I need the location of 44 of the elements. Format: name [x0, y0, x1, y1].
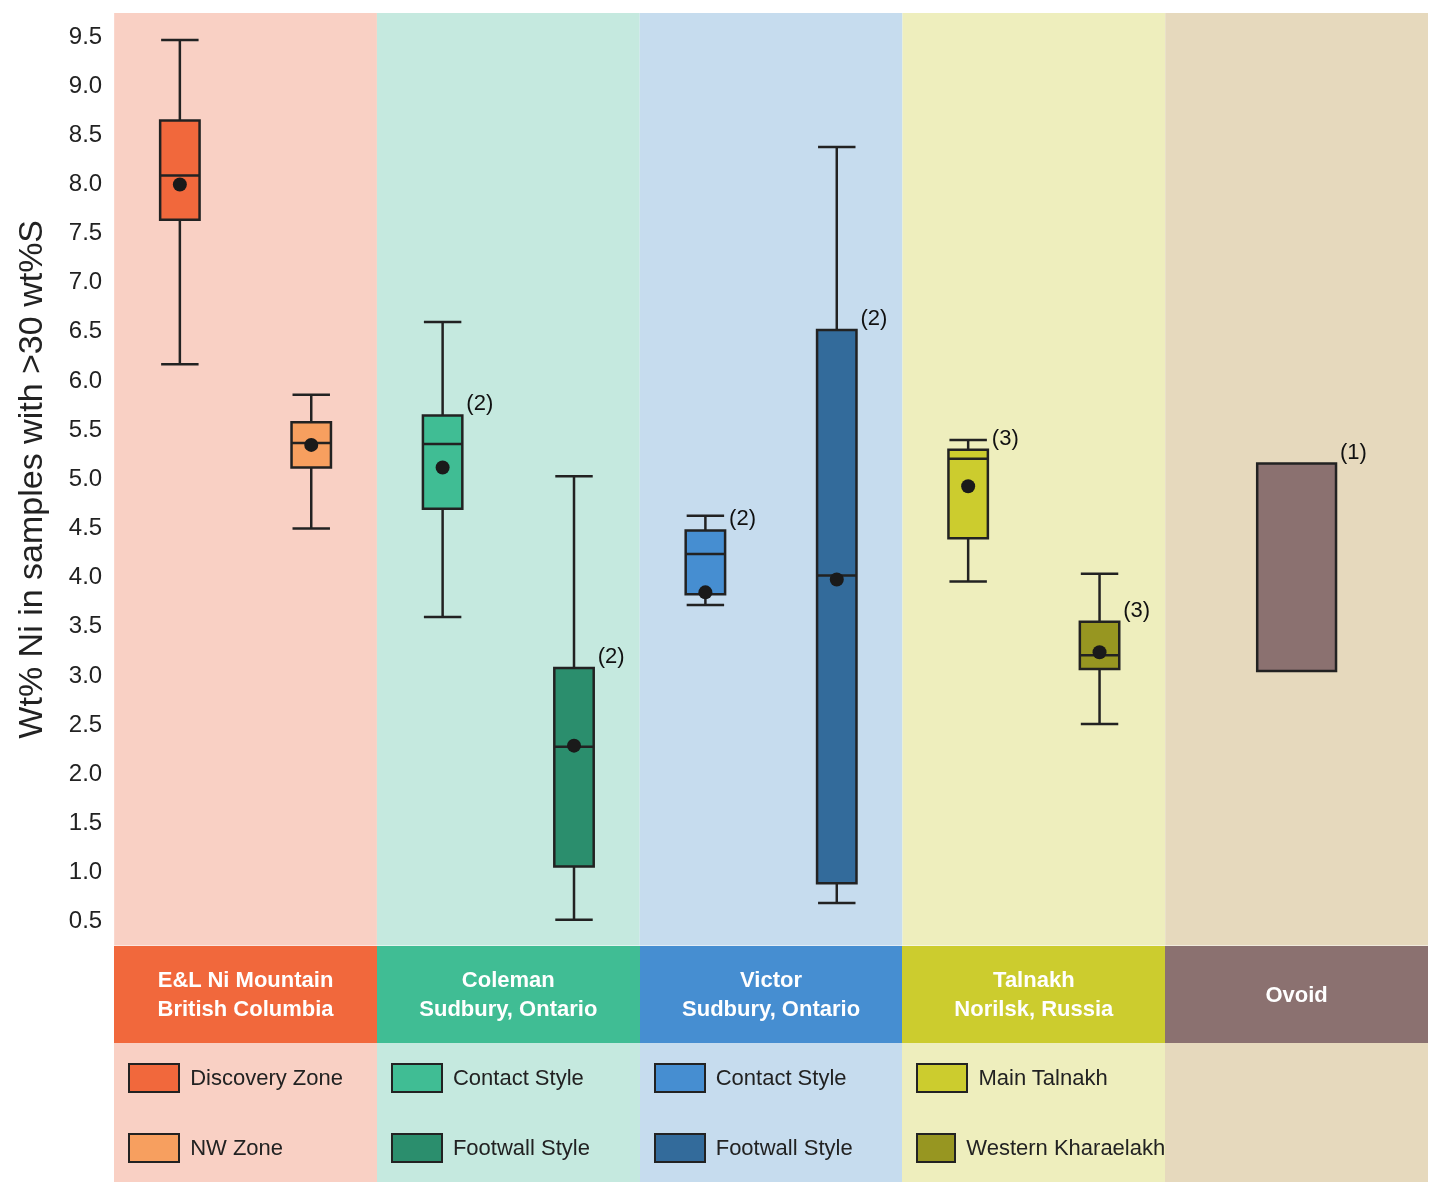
x-tick-label: Coleman Sudbury, Ontario [419, 966, 598, 1024]
annotation: (3) [1123, 596, 1151, 622]
y-tick-label: 9.0 [68, 70, 103, 98]
y-axis-title: Wt% Ni in samples with >30 wt%S [10, 219, 49, 739]
x-tick-label: Talnakh Norilsk, Russia [954, 966, 1114, 1024]
y-tick-label: 6.0 [68, 365, 103, 393]
legend-panel: Main Talnakh Western Kharaelakh [902, 1042, 1166, 1182]
y-tick-label: 8.5 [68, 119, 103, 147]
legend-label: Contact Style [452, 1064, 584, 1091]
annotation: (2) [860, 304, 888, 330]
y-tick-label: 2.5 [68, 709, 103, 737]
y-tick-label: 4.0 [68, 562, 103, 590]
legend-panel: Contact Style Footwall Style [639, 1042, 903, 1182]
legend-label: Footwall Style [715, 1134, 853, 1161]
y-tick-label: 3.5 [68, 611, 103, 639]
legend-label: Discovery Zone [190, 1064, 343, 1091]
legend-label: Footwall Style [452, 1134, 590, 1161]
y-tick-label: 1.5 [68, 807, 103, 835]
legend-label: Contact Style [715, 1064, 847, 1091]
y-tick-label: 6.5 [68, 316, 103, 344]
legend-panel: Discovery Zone NW Zone [114, 1042, 377, 1182]
y-tick-label: 7.5 [68, 218, 103, 246]
x-tick-label: Victor Sudbury, Ontario [682, 966, 861, 1024]
y-tick-label: 9.5 [68, 21, 103, 49]
legend-label: NW Zone [190, 1134, 284, 1161]
y-tick-label: 5.0 [68, 463, 103, 491]
legend-panel: Contact Style Footwall Style [376, 1042, 640, 1182]
annotation: (1) [1340, 438, 1367, 464]
y-tick-label: 2.0 [68, 758, 103, 786]
y-tick-label: 1.0 [68, 857, 103, 885]
y-tick-label: 0.5 [68, 906, 103, 934]
y-tick-label: 8.0 [68, 169, 103, 197]
annotation: (2) [466, 390, 494, 416]
annotation: (3) [991, 424, 1019, 450]
y-tick-label: 5.5 [68, 414, 103, 442]
legend-label: Main Talnakh [978, 1064, 1108, 1091]
annotation: (2) [729, 505, 756, 531]
x-tick-label: E&L Ni Mountain British Columbia [157, 966, 334, 1024]
x-tick-label: Ovoid [1265, 980, 1328, 1009]
legend-label: Western Kharaelakh [966, 1134, 1166, 1161]
y-tick-label: 4.5 [68, 513, 103, 541]
y-tick-label: 7.0 [68, 267, 103, 295]
annotation: (2) [597, 643, 625, 669]
y-tick-label: 3.0 [68, 660, 103, 688]
